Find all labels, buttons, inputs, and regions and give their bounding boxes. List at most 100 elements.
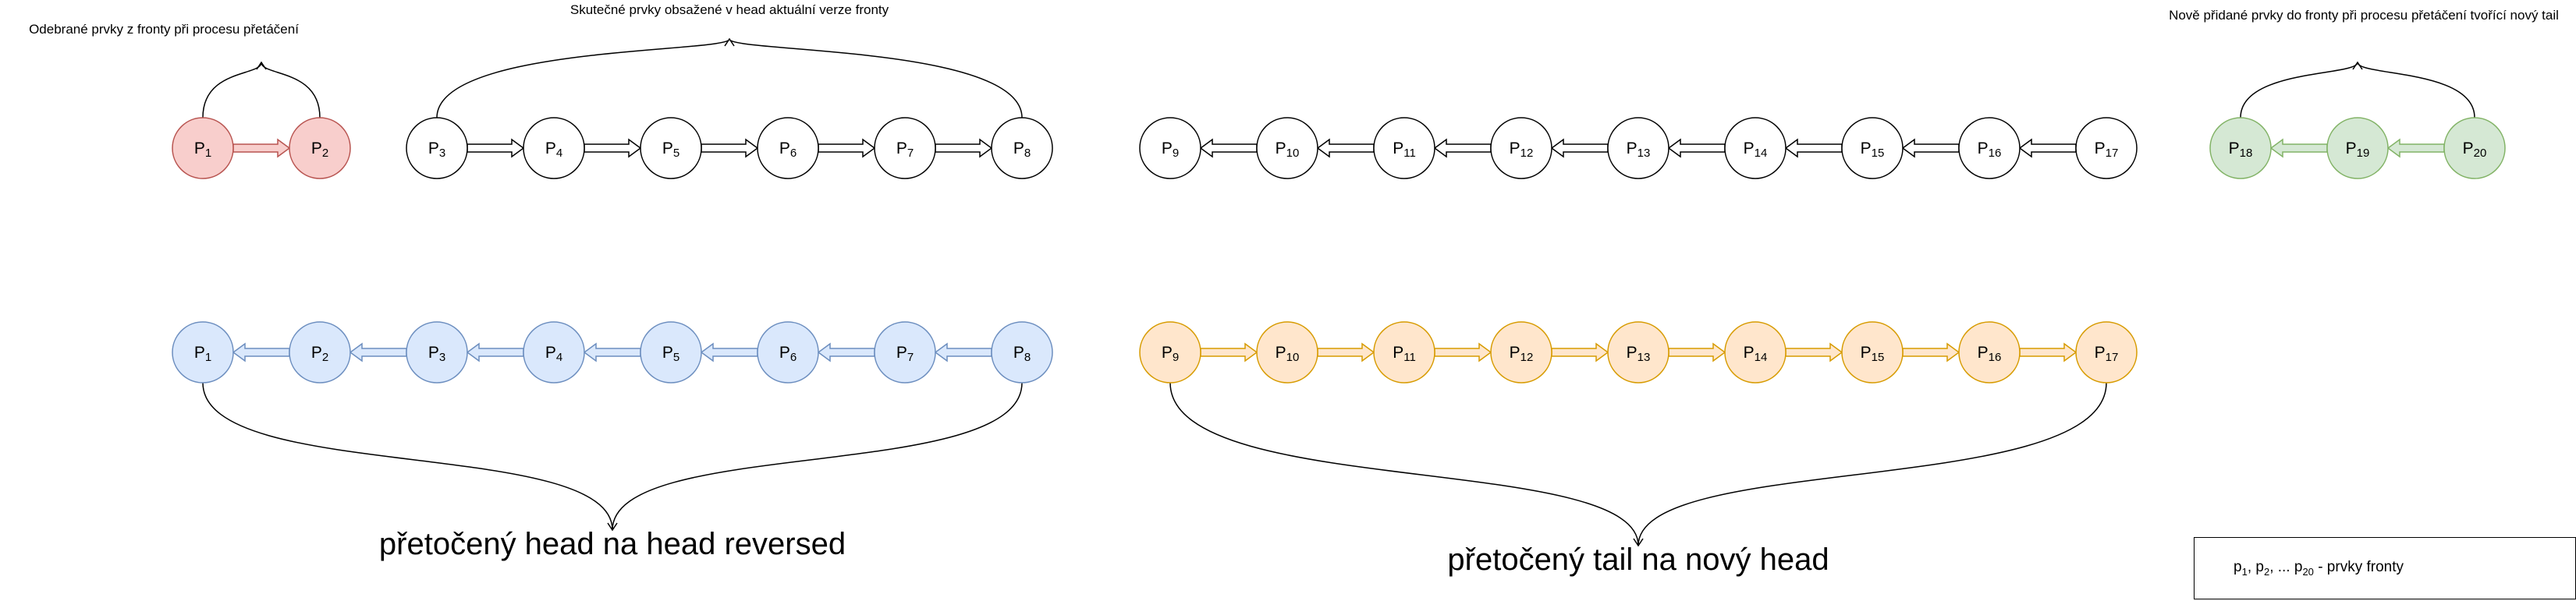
node-label: P4 <box>545 344 562 364</box>
legend-p: p <box>2255 559 2264 575</box>
link-arrow <box>2386 138 2445 158</box>
link-arrow <box>935 138 993 158</box>
node-label: P9 <box>1162 344 1179 364</box>
node-circle <box>289 321 351 384</box>
node-circle <box>640 321 702 384</box>
link-arrow <box>349 342 407 362</box>
node-circle <box>1139 321 1201 384</box>
queue-node: P19 <box>2326 117 2389 179</box>
link-arrow <box>1785 342 1843 362</box>
node-circle <box>2209 117 2272 179</box>
queue-node: P6 <box>757 321 819 384</box>
tail-new-head-caption: přetočený tail na nový head <box>1447 543 1829 577</box>
queue-node: P14 <box>1724 321 1787 384</box>
node-label: P15 <box>1861 140 1885 160</box>
queue-node: P3 <box>406 321 468 384</box>
node-label: P2 <box>311 140 328 160</box>
node-label: P12 <box>1510 344 1534 364</box>
links-layer <box>232 138 2445 362</box>
node-circle <box>1256 321 1318 384</box>
queue-node: P7 <box>874 321 936 384</box>
queue-node: P2 <box>289 117 351 179</box>
node-label: P6 <box>779 140 797 160</box>
node-circle <box>1490 117 1552 179</box>
queue-node: P18 <box>2209 117 2272 179</box>
new-tail-annotation: Nově přidané prvky do fronty při procesu… <box>2169 8 2559 23</box>
queue-node: P16 <box>1958 117 2021 179</box>
node-circle <box>406 117 468 179</box>
legend-p: p <box>2294 559 2303 575</box>
node-label: P1 <box>194 140 211 160</box>
queue-node: P17 <box>2075 321 2138 384</box>
node-label: P14 <box>1744 140 1768 160</box>
link-arrow <box>1434 342 1492 362</box>
queue-node: P16 <box>1958 321 2021 384</box>
head-reversed-brace-tip <box>607 522 618 532</box>
node-label: P3 <box>428 140 445 160</box>
queue-node: P15 <box>1841 321 1904 384</box>
tail-new-head-brace-tip <box>1633 538 1644 547</box>
link-arrow <box>1316 138 1375 158</box>
node-circle <box>1373 321 1435 384</box>
link-arrow <box>934 342 992 362</box>
queue-node: P9 <box>1139 321 1201 384</box>
link-arrow <box>1199 138 1258 158</box>
node-circle <box>1256 117 1318 179</box>
legend: p1, p2, ... p20 - prvky fronty <box>2194 537 2576 599</box>
node-circle <box>757 321 819 384</box>
node-circle <box>406 321 468 384</box>
node-circle <box>991 321 1053 384</box>
node-label: P19 <box>2346 140 2370 160</box>
legend-description: - prvky fronty <box>2313 559 2404 575</box>
link-arrow <box>701 138 759 158</box>
node-label: P17 <box>2095 140 2119 160</box>
link-arrow <box>1551 342 1609 362</box>
node-circle <box>2443 117 2506 179</box>
node-circle <box>1607 321 1669 384</box>
queue-node: P1 <box>172 321 234 384</box>
node-label: P20 <box>2463 140 2487 160</box>
node-circle <box>1490 321 1552 384</box>
head-reversed-caption: přetočený head na head reversed <box>378 527 846 561</box>
queue-node: P17 <box>2075 117 2138 179</box>
node-label: P11 <box>1393 140 1416 160</box>
node-circle <box>2075 117 2138 179</box>
head-reversed-brace <box>202 382 1023 531</box>
link-arrow <box>583 342 641 362</box>
node-circle <box>1373 117 1435 179</box>
link-arrow <box>584 138 642 158</box>
link-arrow <box>700 342 758 362</box>
legend-separator: , ... <box>2269 559 2294 575</box>
node-label: P4 <box>545 140 562 160</box>
node-circle <box>1841 321 1904 384</box>
node-label: P10 <box>1276 344 1300 364</box>
node-circle <box>172 117 234 179</box>
node-label: P6 <box>779 344 797 364</box>
node-label: P9 <box>1162 140 1179 160</box>
link-arrow <box>232 342 290 362</box>
node-label: P15 <box>1861 344 1885 364</box>
removed-elements-annotation: Odebrané prvky z fronty při procesu přet… <box>29 22 299 37</box>
node-label: P16 <box>1978 344 2002 364</box>
link-arrow <box>1433 138 1492 158</box>
queue-node: P13 <box>1607 117 1669 179</box>
queue-node: P6 <box>757 117 819 179</box>
node-label: P13 <box>1627 344 1651 364</box>
queue-node: P15 <box>1841 117 1904 179</box>
link-arrow <box>1550 138 1609 158</box>
queue-node: P8 <box>991 117 1053 179</box>
queue-node: P9 <box>1139 117 1201 179</box>
node-circle <box>1958 321 2021 384</box>
legend-sub: 2 <box>2263 565 2270 578</box>
actual-head-brace-tip <box>724 37 735 47</box>
queue-node: P10 <box>1256 117 1318 179</box>
node-circle <box>523 117 585 179</box>
queue-node: P11 <box>1373 321 1435 384</box>
queue-node: P1 <box>172 117 234 179</box>
actual-head-brace <box>436 38 1023 118</box>
queue-node: P13 <box>1607 321 1669 384</box>
actual-head-annotation: Skutečné prvky obsažené v head aktuální … <box>569 2 889 17</box>
node-label: P8 <box>1013 140 1031 160</box>
link-arrow <box>1667 138 1726 158</box>
link-arrow <box>817 342 875 362</box>
